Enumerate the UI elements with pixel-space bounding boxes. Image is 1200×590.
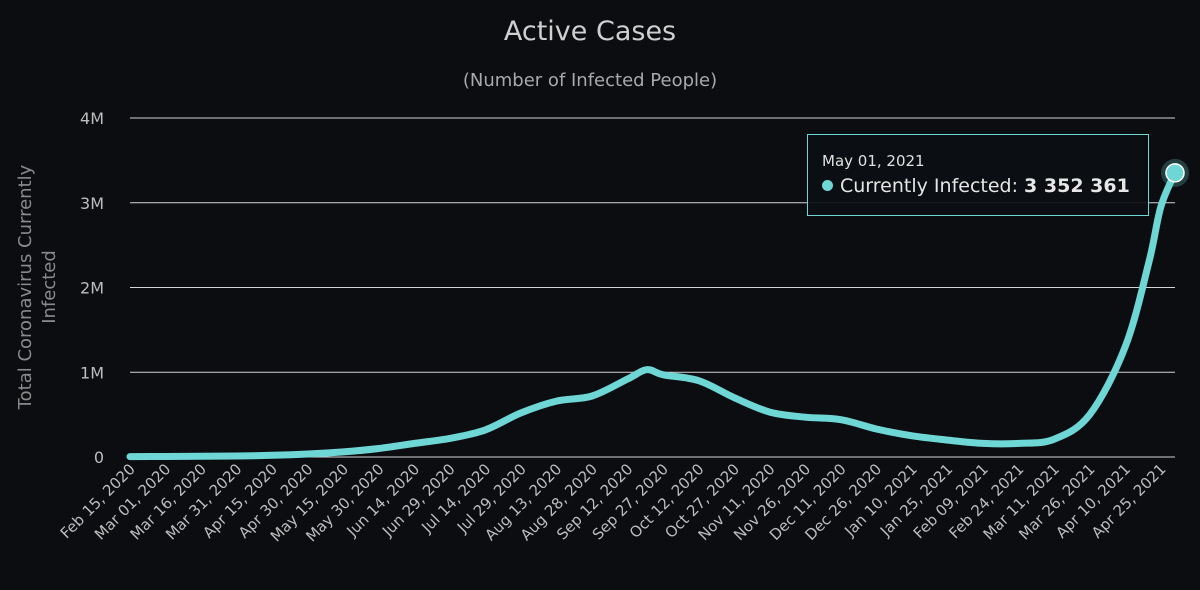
tooltip: May 01, 2021 Currently Infected: 3 352 3… <box>807 134 1149 216</box>
tooltip-row: Currently Infected: 3 352 361 <box>822 175 1130 197</box>
tooltip-series-dot <box>822 180 833 191</box>
y-tick-label: 1M <box>80 363 104 382</box>
tooltip-separator: : <box>1011 175 1018 197</box>
tooltip-date: May 01, 2021 <box>822 152 925 170</box>
y-axis-label: Total Coronavirus Currently Infected <box>15 164 60 410</box>
y-tick-label: 4M <box>80 109 104 128</box>
tooltip-value: 3 352 361 <box>1024 175 1130 197</box>
series-line-currently-infected <box>126 169 1179 461</box>
chart-title: Active Cases <box>504 16 676 47</box>
y-tick-label: 2M <box>80 279 104 298</box>
y-tick-label: 0 <box>94 448 104 467</box>
y-axis-label-line2: Infected <box>39 250 60 324</box>
series-layer <box>126 158 1189 461</box>
y-axis-ticks: 0 1M 2M 3M 4M <box>80 109 104 467</box>
data-point-last[interactable] <box>1165 163 1185 183</box>
y-tick-label: 3M <box>80 194 104 213</box>
tooltip-series-name: Currently Infected <box>840 175 1012 197</box>
y-axis-label-line1: Total Coronavirus Currently <box>15 164 36 410</box>
chart-subtitle: (Number of Infected People) <box>463 70 717 91</box>
